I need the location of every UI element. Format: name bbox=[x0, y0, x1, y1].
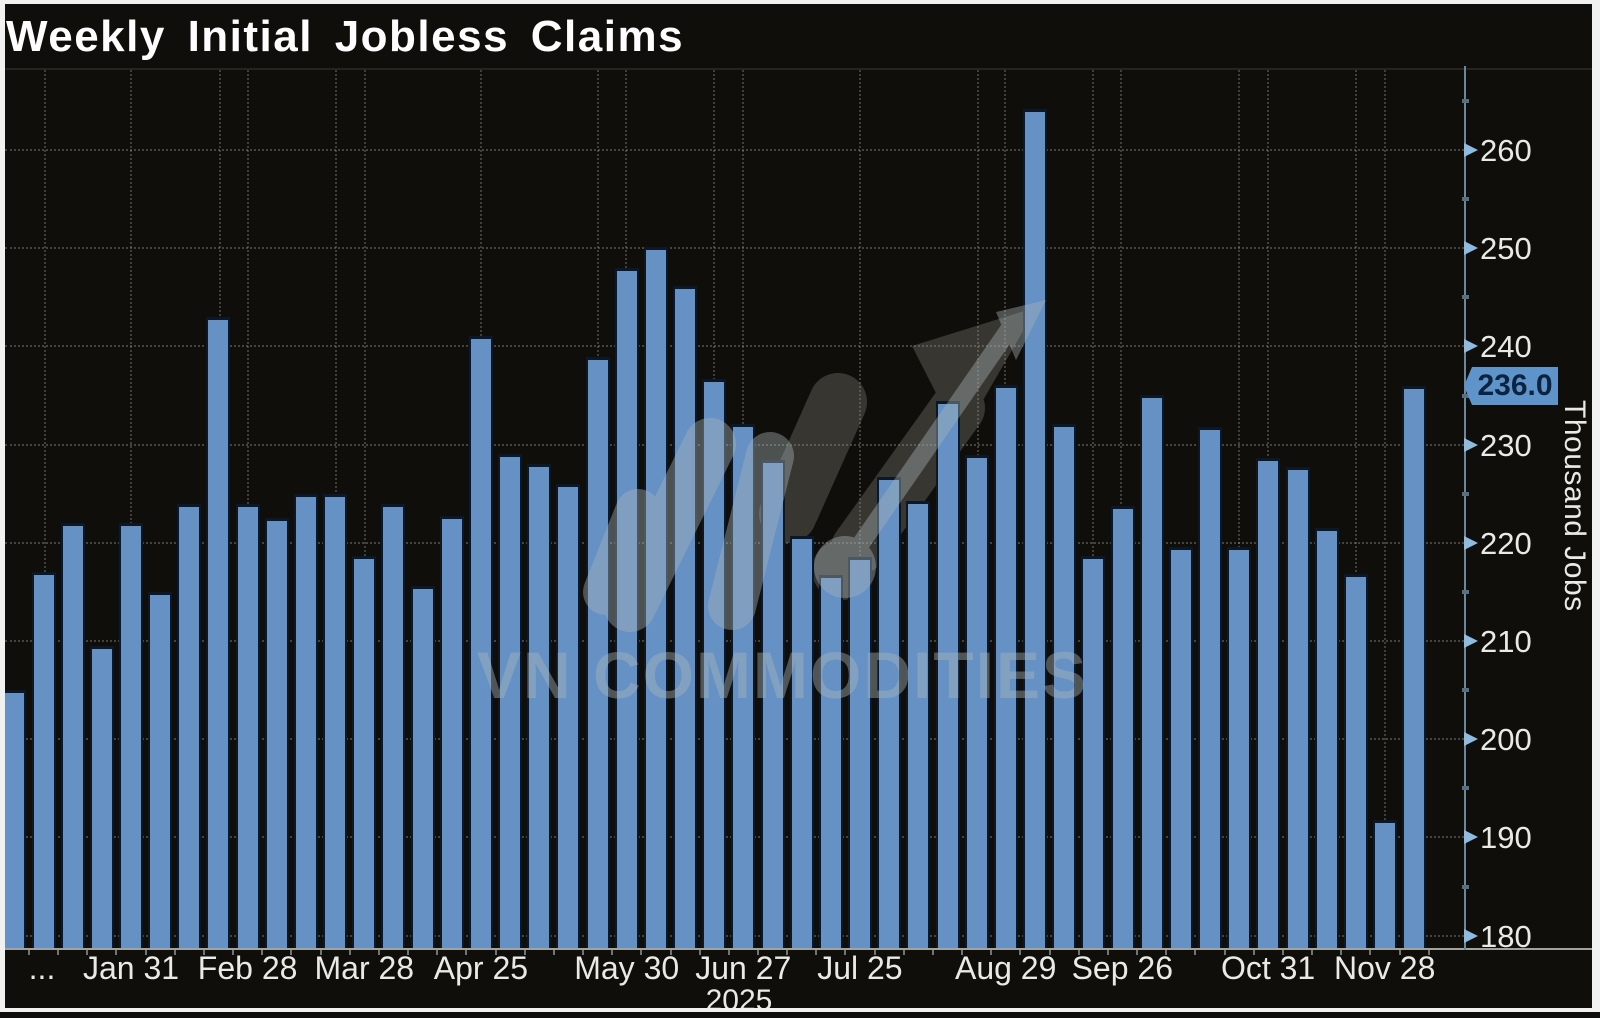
svg-text:VN COMMODITIES: VN COMMODITIES bbox=[477, 638, 1088, 712]
